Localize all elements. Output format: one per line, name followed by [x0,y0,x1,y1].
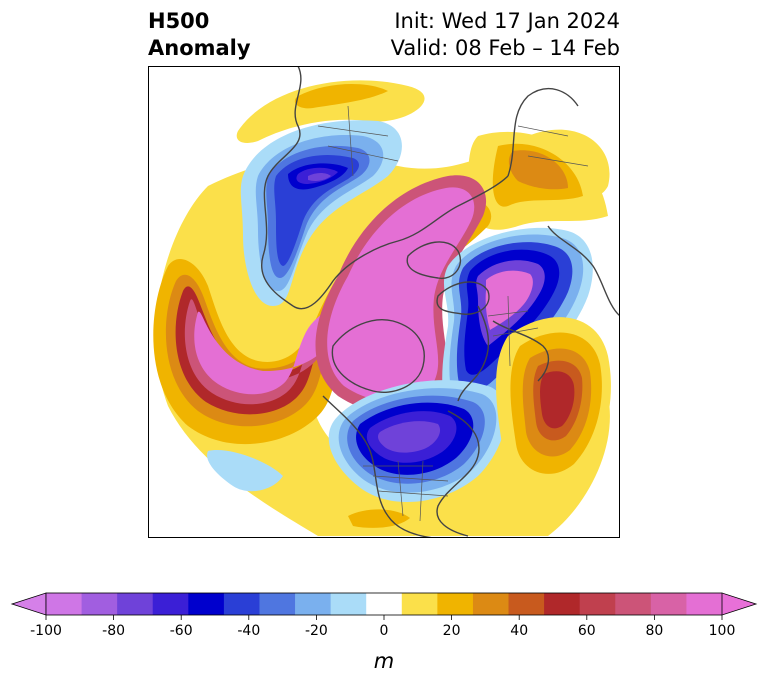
colorbar-bin [223,593,260,615]
colorbar-extend-high [721,592,758,616]
init-time: Init: Wed 17 Jan 2024 [394,9,620,33]
field-trough-pacific-small [207,450,283,492]
title-subtitle: Anomaly [148,36,251,60]
colorbar-extend-low [10,592,47,616]
colorbar: -100 -80 -60 -40 -20 0 20 40 60 80 100 m [10,592,758,673]
map-border [148,66,620,538]
colorbar-tick-label: 80 [645,623,663,639]
colorbar-tick-label: -80 [102,623,125,639]
coastlines [260,66,620,538]
colorbar-bin [508,593,545,615]
colorbar-bin [401,593,438,615]
colorbar-bin [615,593,652,615]
colorbar-tick-label: 20 [443,623,461,639]
colorbar-tick-label: -100 [30,623,62,639]
colorbar-tick-label: -40 [237,623,260,639]
colorbar-tick-label: -20 [305,623,328,639]
colorbar-bin [437,593,474,615]
field-ridge-east-darkorange [508,150,568,190]
colorbar-bin [330,593,367,615]
colorbar-tick-label: 100 [709,623,736,639]
colorbar-bin [117,593,154,615]
colorbar-bin [472,593,510,615]
title-variable: H500 [148,9,210,33]
colorbar-unit-label: m [374,649,394,673]
colorbar-bin [152,593,189,615]
anomaly-map [148,66,620,538]
colorbar-bin [366,593,403,615]
colorbar-bin [544,593,581,615]
colorbar-bin [188,593,225,615]
field-ridge-atlantic [496,317,611,489]
colorbar-bin [259,593,296,615]
field-ridge-arctic [315,175,487,415]
colorbar-bin [295,593,332,615]
colorbar-bin [46,593,83,615]
title-left: H500 Anomaly [148,8,251,62]
title-right: Init: Wed 17 Jan 2024 Valid: 08 Feb – 14… [391,8,620,62]
colorbar-bin [81,593,118,615]
colorbar-tick-label: 60 [578,623,596,639]
field-ridge-asia-orange [294,84,388,109]
colorbar-tick-label: 0 [380,623,389,639]
field-ridge-asia-yellow [236,80,425,143]
colorbar-bin [650,593,687,615]
borders [317,105,589,522]
field-trough-north-america [328,380,507,503]
colorbar-tick-label: -60 [170,623,193,639]
field-trough-siberia [240,120,402,306]
colorbar-bin [686,593,723,615]
valid-range: Valid: 08 Feb – 14 Feb [390,36,620,60]
colorbar-tick-label: 40 [510,623,528,639]
colorbar-bin [579,593,616,615]
